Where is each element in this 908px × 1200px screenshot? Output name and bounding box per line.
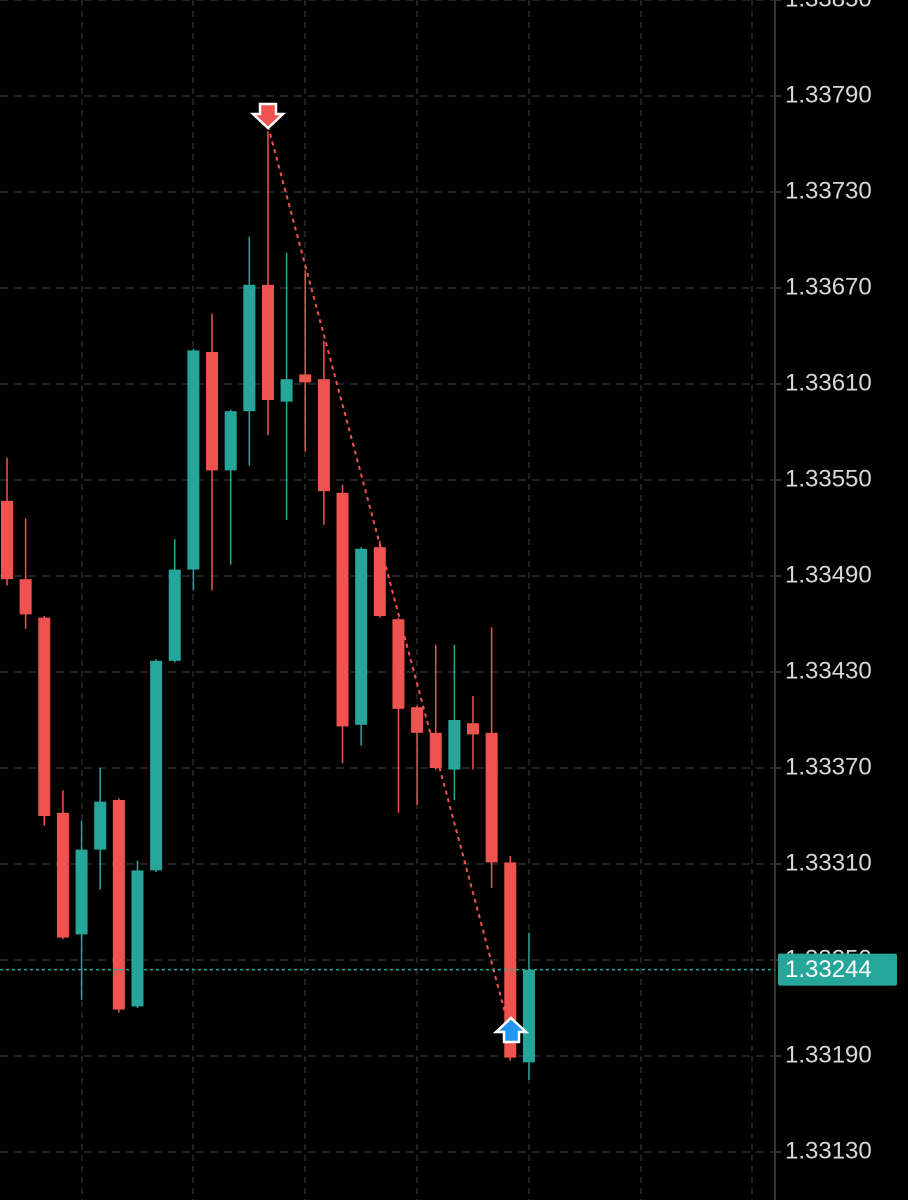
price-axis: 1.331301.331901.332501.333101.333701.334… (0, 0, 897, 1164)
grid (0, 0, 775, 1153)
candle-body (19, 579, 32, 615)
buy-arrow (492, 1016, 530, 1044)
sell-arrow (249, 102, 287, 130)
time-grid (81, 0, 753, 1200)
candle-body (317, 379, 330, 492)
y-tick-label: 1.33370 (785, 753, 872, 780)
y-tick-label: 1.33310 (785, 849, 872, 876)
trade-line (267, 125, 508, 1021)
candle-body (392, 619, 405, 709)
candle-body (131, 870, 144, 1007)
candle-body (485, 732, 498, 863)
candle-body (299, 374, 312, 383)
candles (1, 131, 535, 1080)
candle-body (75, 849, 88, 935)
candle-body (280, 379, 293, 402)
candle-body (1, 500, 13, 580)
candle-body (504, 862, 517, 1058)
y-tick-label: 1.33130 (785, 1137, 872, 1164)
y-tick-label: 1.33730 (785, 177, 872, 204)
trade-markers (249, 102, 530, 1044)
candle-body (336, 492, 349, 727)
y-tick-label: 1.33790 (785, 81, 872, 108)
candle-body (261, 284, 274, 400)
y-tick-label: 1.33610 (785, 369, 872, 396)
candle-body (206, 352, 219, 471)
y-tick-label: 1.33190 (785, 1041, 872, 1068)
candle-body (168, 569, 181, 661)
candle-body (355, 548, 368, 725)
y-tick-label: 1.33490 (785, 561, 872, 588)
y-tick-label: 1.33850 (785, 0, 872, 12)
y-tick-label: 1.33550 (785, 465, 872, 492)
candle-body (94, 801, 107, 850)
candle-body (373, 547, 386, 616)
candle-body (112, 800, 125, 1010)
candle-body (429, 732, 442, 768)
candle-body (187, 350, 200, 570)
candle-body (38, 617, 51, 816)
last-price-box (778, 953, 897, 986)
candle-body (411, 707, 424, 733)
candle-body (448, 720, 461, 770)
candle-body (224, 411, 237, 471)
candle-body (243, 284, 256, 412)
last-price-label: 1.33244 (785, 956, 872, 983)
candle-body (467, 723, 479, 735)
y-tick-label: 1.33670 (785, 273, 872, 300)
y-tick-label: 1.33430 (785, 657, 872, 684)
candle-body (56, 812, 69, 938)
candle-body (150, 660, 163, 871)
candle-body (522, 969, 535, 1063)
